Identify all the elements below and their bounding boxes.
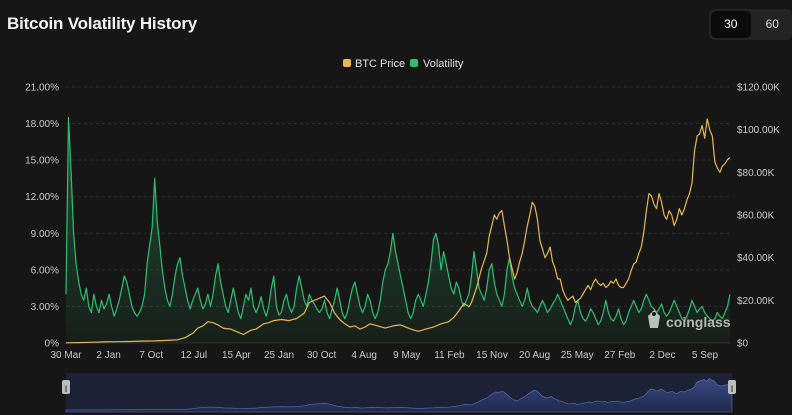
x-tick-label: 5 Sep <box>692 350 719 361</box>
legend-item-btc-price[interactable]: BTC Price <box>343 58 405 70</box>
y-right-tick-label: $20.00K <box>737 296 775 307</box>
period-option-60[interactable]: 60 <box>765 17 779 31</box>
y-axis-left: 0% 3.00% 6.00% 9.00% 12.00% 15.00% 18.00% 21.00… <box>25 83 59 350</box>
y-right-tick-label: $0 <box>737 339 749 350</box>
navigator-handle-right[interactable] <box>728 380 736 394</box>
x-tick-label: 4 Aug <box>351 350 377 361</box>
legend-label-btc-price: BTC Price <box>355 58 405 70</box>
y-right-tick-label: $80.00K <box>737 168 775 179</box>
navigator-handle-left[interactable] <box>62 380 70 394</box>
series-line-volatility <box>65 116 731 326</box>
x-tick-label: 15 Nov <box>476 350 508 361</box>
grip-icon: ǁ <box>64 385 67 393</box>
x-tick-label: 30 Mar <box>50 350 82 361</box>
y-axis-right: $0 $20.00K $40.00K $60.00K $80.00K $100.00K $1… <box>737 83 780 350</box>
legend-label-volatility: Volatility <box>423 58 464 70</box>
range-navigator[interactable]: ǁ ǁ <box>62 373 736 413</box>
y-left-tick-label: 3.00% <box>31 302 59 313</box>
x-tick-label: 7 Oct <box>139 350 163 361</box>
x-axis: 30 Mar 2 Jan 7 Oct 12 Jul 15 Apr 25 Jan 30 Oct… <box>50 350 718 361</box>
y-left-tick-label: 18.00% <box>25 119 59 130</box>
x-tick-label: 25 May <box>561 350 594 361</box>
grip-icon: ǁ <box>730 385 733 393</box>
legend-item-volatility[interactable]: Volatility <box>410 58 464 70</box>
y-right-tick-label: $100.00K <box>737 125 780 136</box>
period-toggle: 30 60 <box>709 9 792 40</box>
y-left-tick-label: 6.00% <box>31 265 59 276</box>
x-tick-label: 2 Dec <box>649 350 675 361</box>
chart-legend: BTC Price Volatility <box>343 58 464 70</box>
x-tick-label: 27 Feb <box>604 350 636 361</box>
x-tick-label: 25 Jan <box>264 350 294 361</box>
x-tick-label: 2 Jan <box>96 350 120 361</box>
x-tick-label: 11 Feb <box>434 350 465 361</box>
series-line-btc-price <box>65 118 731 344</box>
y-left-tick-label: 12.00% <box>25 192 59 203</box>
navigator-area <box>65 378 733 413</box>
y-left-tick-label: 9.00% <box>31 229 59 240</box>
legend-swatch-btc-price <box>343 59 351 67</box>
period-option-30[interactable]: 30 <box>711 11 751 38</box>
legend-swatch-volatility <box>410 59 418 67</box>
series-area-volatility <box>66 117 730 343</box>
coinglass-logo-icon <box>648 310 660 328</box>
watermark: coinglass <box>648 310 731 330</box>
watermark-text: coinglass <box>666 314 731 330</box>
x-tick-label: 12 Jul <box>180 350 207 361</box>
page-title: Bitcoin Volatility History <box>7 14 198 33</box>
x-tick-label: 30 Oct <box>307 350 337 361</box>
x-tick-label: 20 Aug <box>519 350 550 361</box>
y-right-tick-label: $60.00K <box>737 211 775 222</box>
y-right-tick-label: $40.00K <box>737 253 775 264</box>
x-tick-label: 9 May <box>393 350 420 361</box>
y-left-tick-label: 15.00% <box>25 156 59 167</box>
y-left-tick-label: 0% <box>45 339 60 350</box>
y-left-tick-label: 21.00% <box>25 83 59 94</box>
y-right-tick-label: $120.00K <box>737 83 780 94</box>
x-tick-label: 15 Apr <box>222 350 252 361</box>
